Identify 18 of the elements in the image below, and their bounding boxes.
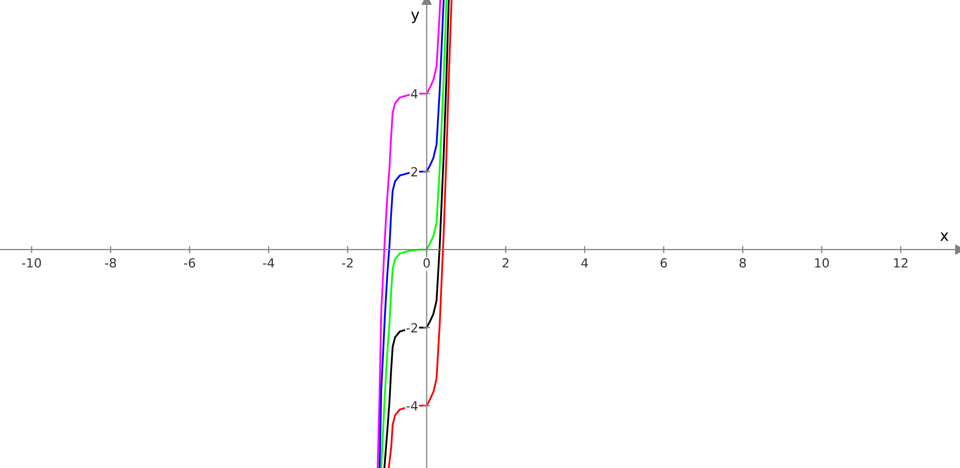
x-tick-label: -10 [22, 258, 41, 268]
x-tick-label: 2 [502, 258, 508, 268]
x-tick-label: -2 [342, 258, 353, 268]
y-tick-label: -2 [406, 323, 418, 332]
x-tick-label: -6 [184, 258, 196, 268]
x-tick-label: 0 [424, 258, 430, 268]
x-tick-label: 6 [660, 258, 667, 268]
y-tick-label: 4 [410, 89, 418, 98]
x-tick-label: 12 [894, 258, 908, 268]
x-tick-label: -8 [104, 258, 116, 268]
y-tick-label: 2 [411, 167, 418, 176]
x-axis-title: x [940, 232, 948, 241]
y-tick-label: -4 [406, 401, 418, 410]
x-tick-label: 4 [581, 258, 588, 268]
x-tick-label: 8 [740, 258, 746, 268]
y-axis-title: y [411, 12, 420, 24]
x-tick-label: -4 [263, 258, 274, 268]
x-tick-label: 10 [815, 258, 829, 268]
